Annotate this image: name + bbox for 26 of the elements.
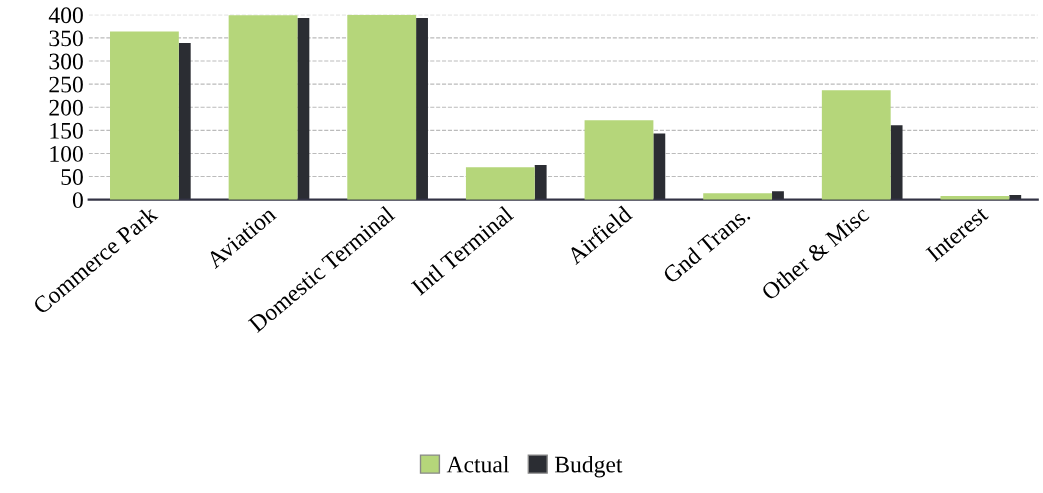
bar — [534, 165, 547, 200]
bar — [110, 31, 179, 200]
x-tick-label: Gnd Trans. — [661, 205, 751, 285]
y-tick-label: 300 — [49, 53, 83, 70]
y-tick-label: 0 — [72, 192, 83, 209]
y-tick-label: 250 — [49, 76, 83, 93]
bar — [772, 191, 784, 200]
bar — [297, 18, 310, 200]
y-tick-label: 100 — [50, 145, 83, 162]
y-tick-label: 350 — [49, 30, 83, 47]
legend-label: Actual — [446, 455, 509, 473]
legend-label: Budget — [554, 455, 623, 478]
bar — [465, 167, 535, 200]
bar — [178, 42, 191, 200]
bar — [653, 133, 666, 200]
y-tick-label: 200 — [49, 99, 83, 116]
bar — [821, 90, 891, 200]
bar — [228, 15, 298, 200]
bar — [584, 120, 654, 200]
bar — [890, 125, 903, 200]
bar — [347, 14, 417, 200]
y-tick-label: 50 — [61, 169, 83, 185]
bar — [416, 18, 428, 200]
y-tick-label: 150 — [50, 122, 83, 139]
y-tick-label: 400 — [48, 7, 83, 24]
bar — [703, 193, 773, 200]
